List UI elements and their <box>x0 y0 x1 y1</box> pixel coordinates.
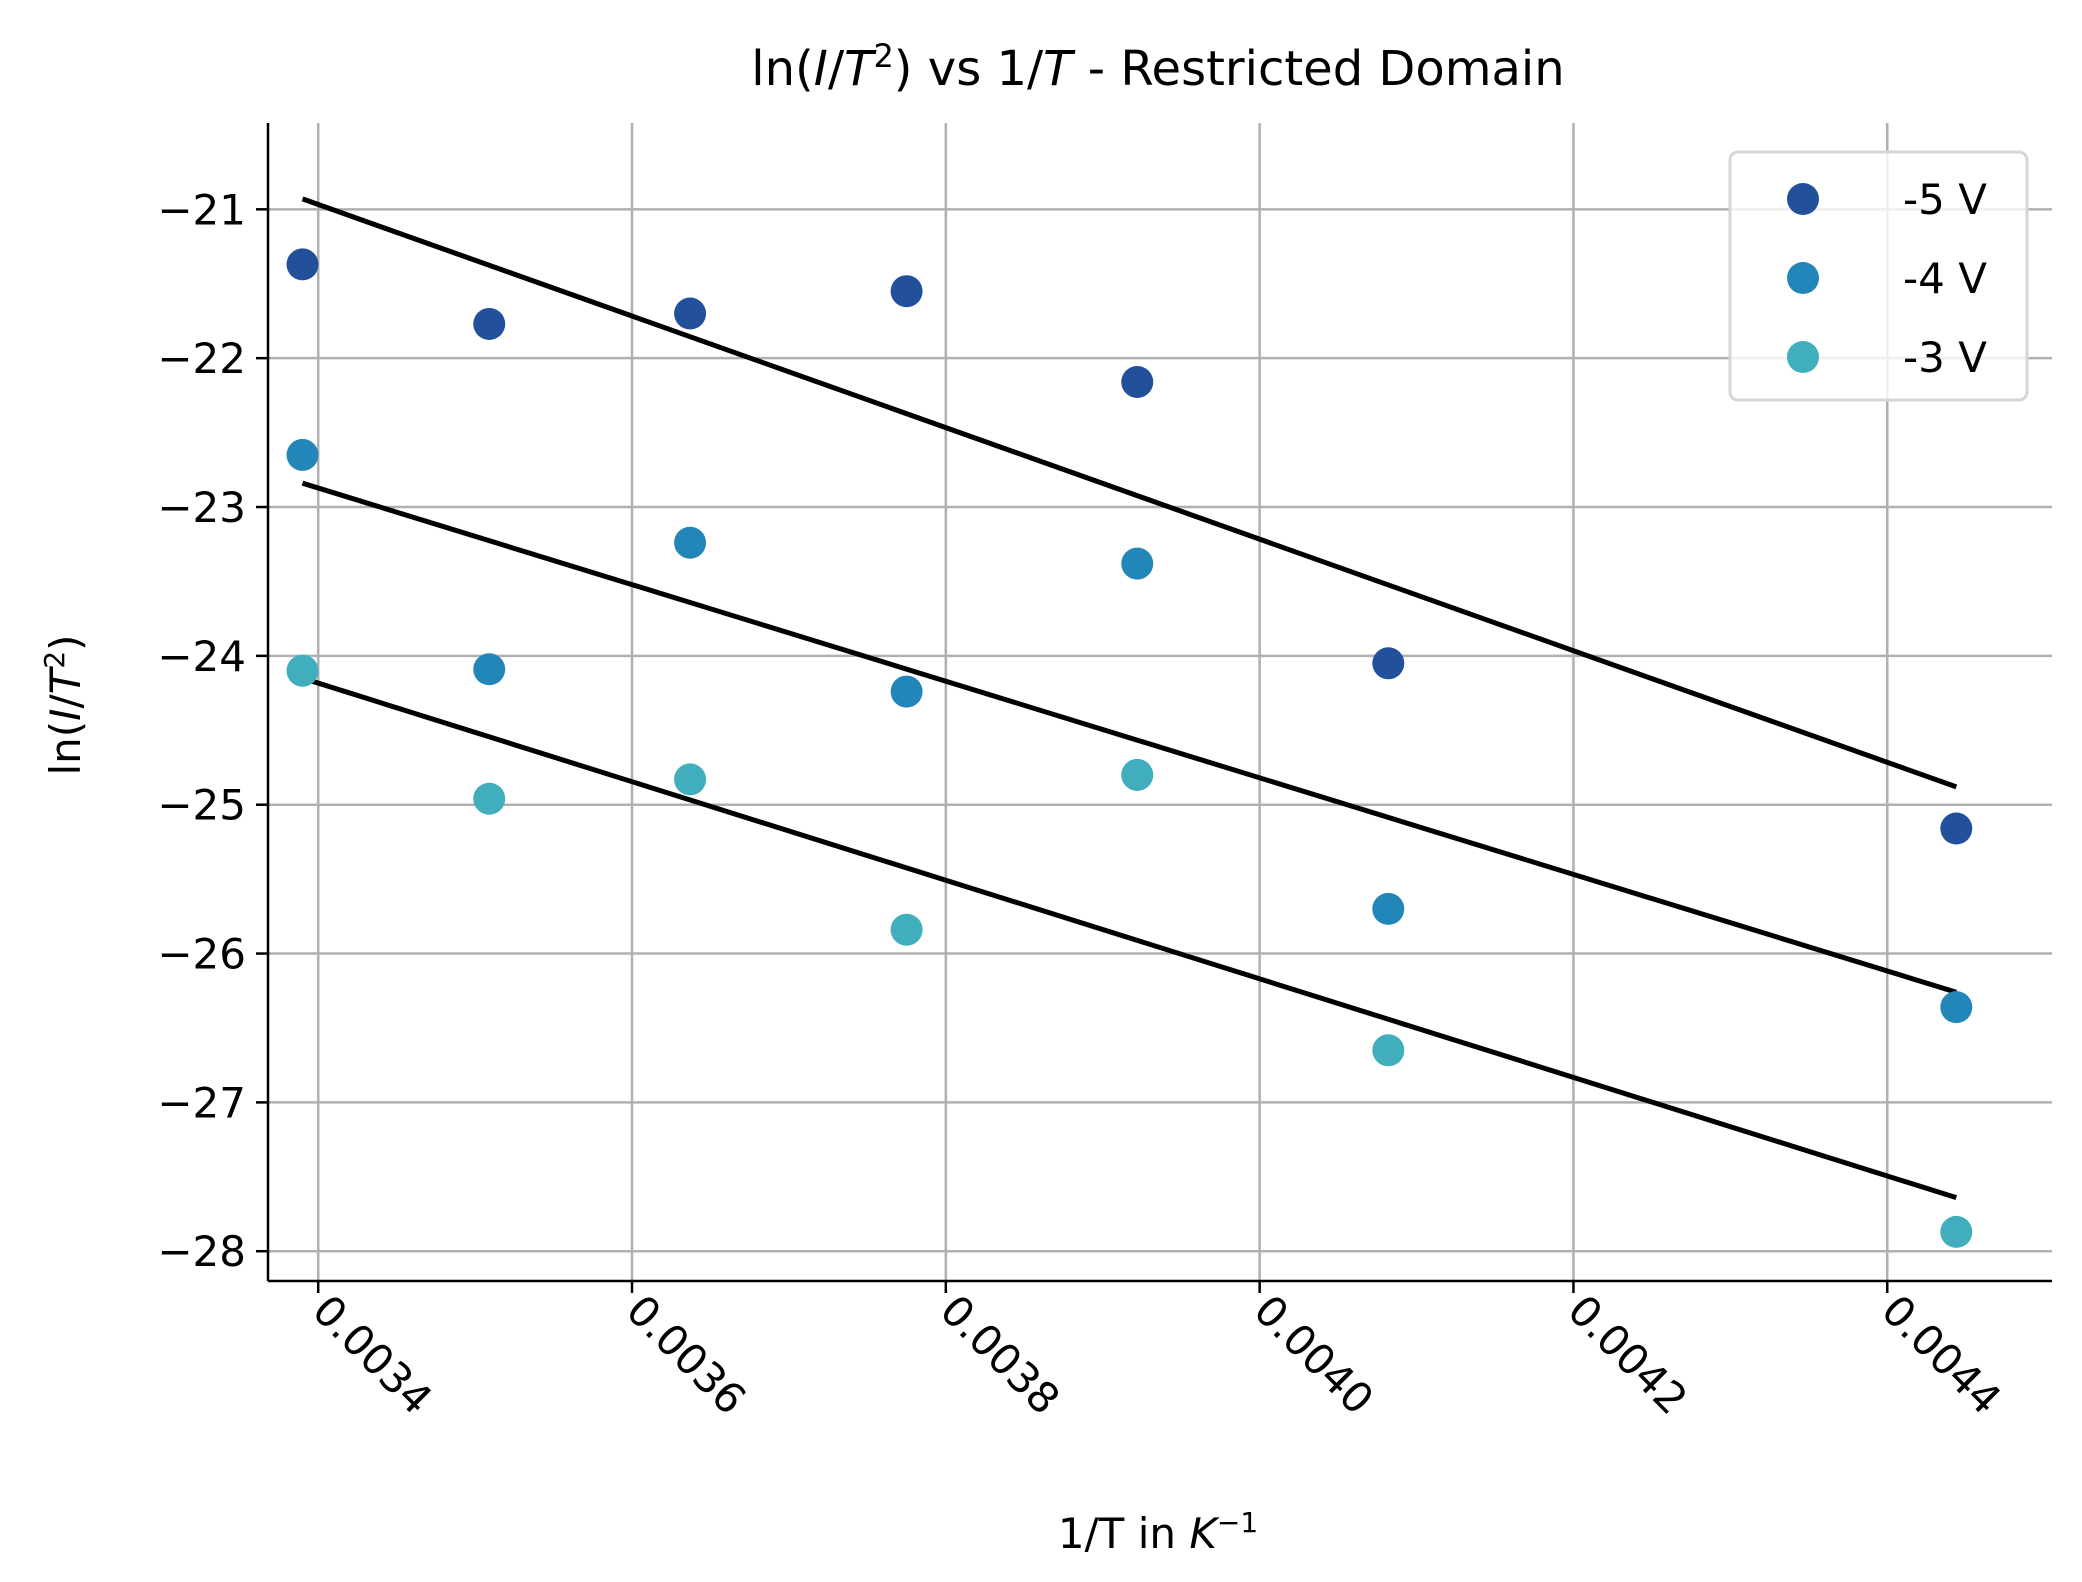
legend-marker <box>1787 262 1819 294</box>
data-point <box>674 526 707 559</box>
data-point <box>1940 1215 1973 1248</box>
legend-entries: -5 V -4 V -3 V <box>1787 175 1987 382</box>
data-point <box>1940 991 1973 1024</box>
x-tick-label: 0.0040 <box>1245 1285 1384 1424</box>
data-point <box>286 248 319 281</box>
data-point <box>1121 547 1154 580</box>
y-tick-label: −22 <box>157 334 246 383</box>
data-point <box>473 653 506 686</box>
data-point <box>473 782 506 815</box>
x-axis-label: 1/T in K−1 <box>1058 1506 1258 1558</box>
data-point <box>890 913 923 946</box>
legend-label: -3 V <box>1903 333 1987 382</box>
x-tick-labels: 0.0034 0.0036 0.0038 0.0040 0.0042 0.0044 <box>303 1285 2011 1424</box>
x-tick-label: 0.0036 <box>617 1285 756 1424</box>
data-point <box>1372 1034 1405 1067</box>
data-point <box>1940 812 1973 845</box>
y-tick-label: −25 <box>157 781 246 830</box>
data-point <box>473 307 506 340</box>
fit-line <box>301 480 1958 995</box>
x-tick-label: 0.0038 <box>931 1285 1070 1424</box>
fit-lines <box>301 196 1958 1201</box>
fit-line <box>301 196 1958 790</box>
y-tick-label: −23 <box>157 483 246 532</box>
x-tick-label: 0.0044 <box>1872 1285 2011 1424</box>
legend-label: -5 V <box>1903 175 1987 224</box>
x-tick-label: 0.0042 <box>1558 1285 1697 1424</box>
y-tick-label: −28 <box>157 1227 246 1276</box>
legend-marker <box>1787 341 1819 373</box>
data-point <box>1372 647 1405 680</box>
axes <box>256 123 2052 1293</box>
y-tick-label: −26 <box>157 930 246 979</box>
data-point <box>286 654 319 687</box>
data-point <box>1121 758 1154 791</box>
data-point <box>1121 365 1154 398</box>
chart-title: ln(I/T2) vs 1/T - Restricted Domain <box>751 37 1564 97</box>
y-tick-labels: −21 −22 −23 −24 −25 −26 −27 −28 <box>157 185 246 1276</box>
data-point <box>286 438 319 471</box>
legend-marker <box>1787 183 1819 215</box>
y-tick-label: −27 <box>157 1078 246 1127</box>
x-tick-label: 0.0034 <box>303 1285 442 1424</box>
legend: -5 V -4 V -3 V <box>1728 150 2029 402</box>
legend-label: -4 V <box>1903 254 1987 303</box>
y-tick-label: −24 <box>157 632 246 681</box>
data-point <box>890 275 923 308</box>
fit-line <box>301 675 1958 1201</box>
data-points <box>286 248 1973 1248</box>
data-point <box>674 763 707 796</box>
data-point <box>890 675 923 708</box>
y-tick-label: −21 <box>157 185 246 234</box>
data-point <box>674 297 707 330</box>
y-axis-label: ln(I/T2) <box>38 634 90 775</box>
data-point <box>1372 892 1405 925</box>
